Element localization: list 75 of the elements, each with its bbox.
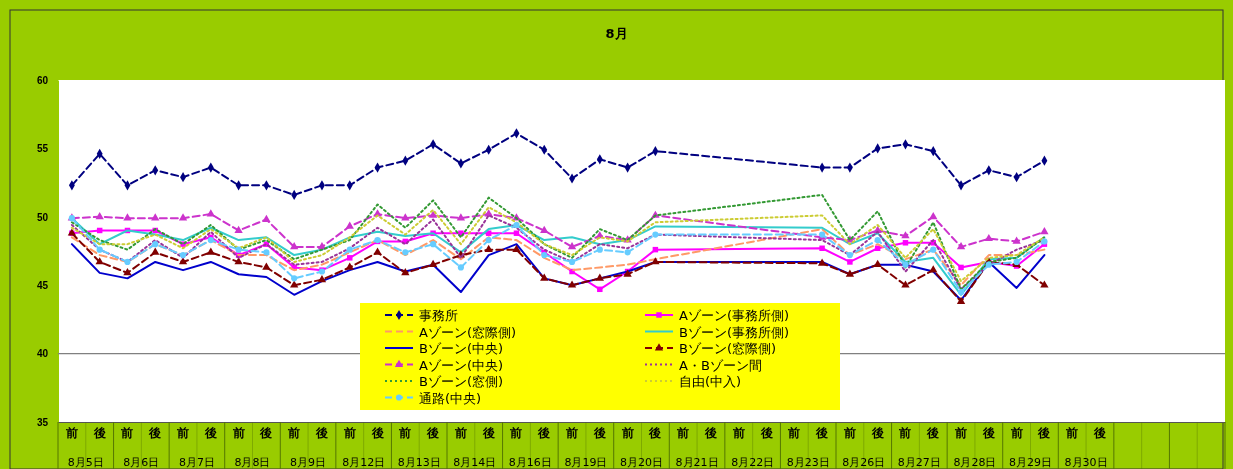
legend-label: 通路(中央) [419,390,482,406]
legend-label: 自由(中入) [679,374,742,389]
text: 8月22日 [731,456,775,469]
chart-title: 8月 [605,26,628,41]
text: 8月7日 [178,456,215,469]
x-tick-label: 前 [954,425,968,440]
y-tick-label: 55 [36,143,49,155]
y-tick-label: 40 [36,348,49,360]
legend-label: A・Bゾーン間 [679,357,762,373]
x-tick-label: 前 [231,425,245,440]
x-tick-label: 後 [370,425,384,440]
x-tick-label: 後 [648,425,662,440]
x-tick-label: 前 [842,425,856,440]
x-tick-label: 前 [731,425,745,440]
x-tick-label: 後 [592,425,606,440]
x-tick-label: 後 [314,425,328,440]
text: 8月12日 [342,456,386,469]
x-tick-label: 前 [1065,425,1079,440]
y-tick-label: 45 [36,279,49,291]
x-tick-label: 後 [870,425,884,440]
text: 8月30日 [1064,456,1108,469]
x-tick-label: 後 [426,425,440,440]
legend-label: Aゾーン(中央) [419,357,504,373]
text: 8月5日 [67,456,104,469]
legend-label: Bゾーン(窓側) [419,374,504,389]
x-tick-label: 後 [926,425,940,440]
legend-label: Aゾーン(事務所側) [679,308,790,323]
x-tick-label: 後 [259,425,273,440]
x-tick-label: 前 [565,425,579,440]
text: 8月6日 [123,456,160,469]
text: 8月23日 [786,456,830,469]
x-tick-label: 前 [176,425,190,440]
legend-label: 事務所 [419,308,458,323]
text: 8月27日 [897,456,941,469]
text: 8月13日 [397,456,441,469]
text: 8月8日 [234,456,271,469]
x-tick-label: 前 [342,425,356,440]
legend-label: Bゾーン(中央) [419,341,504,356]
x-tick-label: 前 [620,425,634,440]
x-tick-label: 後 [1092,425,1106,440]
x-tick-label: 後 [481,425,495,440]
x-tick-label: 後 [203,425,217,440]
x-tick-label: 前 [787,425,801,440]
x-tick-label: 後 [815,425,829,440]
legend-label: Bゾーン(事務所側) [679,324,790,340]
x-tick-label: 後 [703,425,717,440]
x-tick-label: 前 [398,425,412,440]
text: 8月21日 [675,456,719,469]
x-tick-label: 後 [92,425,106,440]
x-tick-label: 前 [1009,425,1023,440]
y-tick-label: 35 [36,416,49,428]
x-tick-label: 前 [64,425,78,440]
text: 8月9日 [290,456,327,469]
x-tick-label: 前 [120,425,134,440]
x-tick-label: 前 [453,425,467,440]
x-tick-label: 後 [1037,425,1051,440]
legend-label: Bゾーン(窓際側) [679,341,777,356]
text: 8月20日 [620,456,663,469]
x-tick-label: 前 [509,425,523,440]
x-tick-label: 前 [898,425,912,440]
x-tick-label: 後 [981,425,995,440]
text: 8月28日 [953,456,997,469]
y-tick-label: 60 [36,74,49,86]
text: 8月26日 [842,456,886,469]
x-tick-label: 後 [759,425,773,440]
legend-label: Aゾーン(窓際側) [419,324,517,340]
text: 8月29日 [1009,456,1052,469]
x-tick-label: 前 [676,425,690,440]
text: 8月16日 [508,456,552,469]
x-tick-label: 前 [287,425,301,440]
x-tick-label: 後 [148,425,162,440]
text: 8月19日 [564,456,608,469]
text: 8月14日 [453,456,497,469]
x-tick-label: 後 [537,425,551,440]
y-tick-label: 50 [36,211,49,223]
